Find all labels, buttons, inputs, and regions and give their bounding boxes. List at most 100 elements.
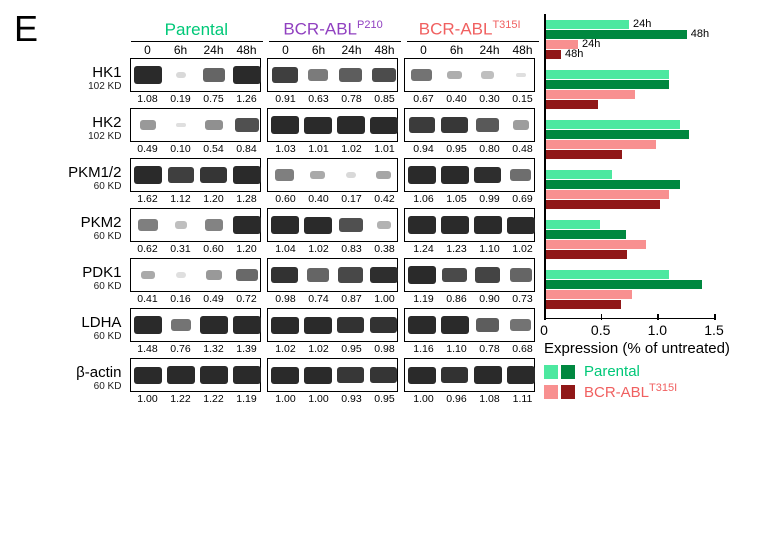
quant-row: 1.621.121.201.28 0.600.400.170.42 1.061.05… — [128, 193, 538, 207]
x-tick — [601, 314, 603, 320]
band — [441, 316, 469, 334]
band — [200, 167, 227, 183]
timepoint-label: 24h — [473, 43, 506, 57]
quant-value: 1.20 — [197, 193, 230, 207]
blot-lane — [334, 59, 367, 91]
y-axis — [544, 14, 546, 314]
band — [370, 117, 398, 134]
bar — [544, 280, 702, 289]
quant-value: 1.32 — [197, 343, 230, 357]
band — [271, 267, 298, 283]
blot-lane — [197, 159, 230, 191]
blot-lane — [268, 109, 301, 141]
blot-lane — [504, 309, 537, 341]
quant-value: 1.11 — [506, 393, 539, 407]
band — [233, 366, 261, 384]
band — [176, 123, 186, 127]
band — [441, 216, 469, 234]
band — [377, 221, 391, 229]
legend-label: Parental — [584, 363, 640, 380]
blot-group — [267, 208, 398, 242]
quant-group: 1.621.121.201.28 — [131, 193, 263, 207]
legend-swatch — [561, 385, 575, 399]
quant-group: 0.600.400.170.42 — [269, 193, 401, 207]
blot-group — [404, 258, 535, 292]
blot-lane — [164, 259, 197, 291]
blot-group — [404, 208, 535, 242]
band — [271, 116, 299, 133]
blot-lane — [301, 209, 334, 241]
blot-lane — [334, 209, 367, 241]
quant-value: 1.08 — [131, 93, 164, 107]
band — [308, 69, 328, 81]
protein-label: HK2102 KD — [58, 108, 127, 142]
band — [176, 272, 186, 277]
blot-lane — [405, 309, 438, 341]
blot-group — [130, 258, 261, 292]
timepoint-label: 0 — [407, 43, 440, 57]
band — [304, 217, 332, 234]
band — [338, 267, 363, 282]
column-header: BCR-ABLT315I — [401, 19, 538, 40]
quant-value: 1.01 — [302, 143, 335, 157]
quant-group: 1.190.860.900.73 — [407, 293, 539, 307]
blot-lane — [504, 359, 537, 391]
bar — [544, 170, 612, 179]
blot-lane — [504, 209, 537, 241]
band — [205, 120, 222, 130]
quant-value: 1.04 — [269, 243, 302, 257]
blot-row: LDHA60 KD — [58, 308, 538, 342]
bar — [544, 90, 635, 99]
blot-lane — [367, 209, 400, 241]
blot-lane — [438, 359, 471, 391]
x-axis-title: Expression (% of untreated) — [544, 340, 774, 357]
quant-value: 0.84 — [230, 143, 263, 157]
timepoint-row: 06h24h48h06h24h48h06h24h48h — [128, 40, 538, 58]
band — [140, 120, 157, 130]
bar — [544, 20, 629, 29]
protein-name: PDK1 — [58, 264, 121, 281]
quant-group: 1.041.020.830.38 — [269, 243, 401, 257]
bar — [544, 30, 687, 39]
blot-lane — [230, 59, 263, 91]
quant-row: 1.480.761.321.391.021.020.950.981.161.10… — [128, 343, 538, 357]
legend: ParentalBCR-ABLT315I — [544, 363, 774, 401]
quant-value: 0.38 — [368, 243, 401, 257]
blot-row: PKM260 KD — [58, 208, 538, 242]
quant-value: 0.60 — [197, 243, 230, 257]
quant-value: 0.54 — [197, 143, 230, 157]
time-group: 06h24h48h — [269, 41, 401, 57]
blot-lane — [268, 159, 301, 191]
band — [339, 68, 362, 82]
blot-lane — [367, 109, 400, 141]
quant-group: 1.061.050.990.69 — [407, 193, 539, 207]
bar-time-label: 24h — [633, 18, 651, 30]
figure-panel: ParentalBCR-ABLP210BCR-ABLT315I 06h24h48… — [58, 14, 774, 408]
blot-row: β-actin60 KD — [58, 358, 538, 392]
band — [447, 71, 461, 79]
blot-lane — [230, 159, 263, 191]
bar — [544, 100, 598, 109]
x-tick-label: 0 — [540, 322, 548, 338]
x-tick — [714, 314, 716, 320]
quant-value: 1.10 — [473, 243, 506, 257]
bar — [544, 290, 632, 299]
blot-group — [130, 308, 261, 342]
bar — [544, 190, 669, 199]
blot-lane — [301, 159, 334, 191]
blot-lane — [230, 309, 263, 341]
blot-lane — [197, 109, 230, 141]
blot-lane — [471, 159, 504, 191]
blot-group — [130, 358, 261, 392]
quant-value: 1.62 — [131, 193, 164, 207]
molecular-weight: 60 KD — [58, 231, 121, 242]
band — [481, 71, 494, 78]
bar — [544, 230, 626, 239]
blot-lane — [164, 309, 197, 341]
legend-swatch — [544, 365, 558, 379]
band — [271, 367, 299, 384]
band — [441, 367, 468, 383]
quant-value: 0.75 — [197, 93, 230, 107]
quant-group: 0.940.950.800.48 — [407, 143, 539, 157]
blot-lane — [504, 109, 537, 141]
